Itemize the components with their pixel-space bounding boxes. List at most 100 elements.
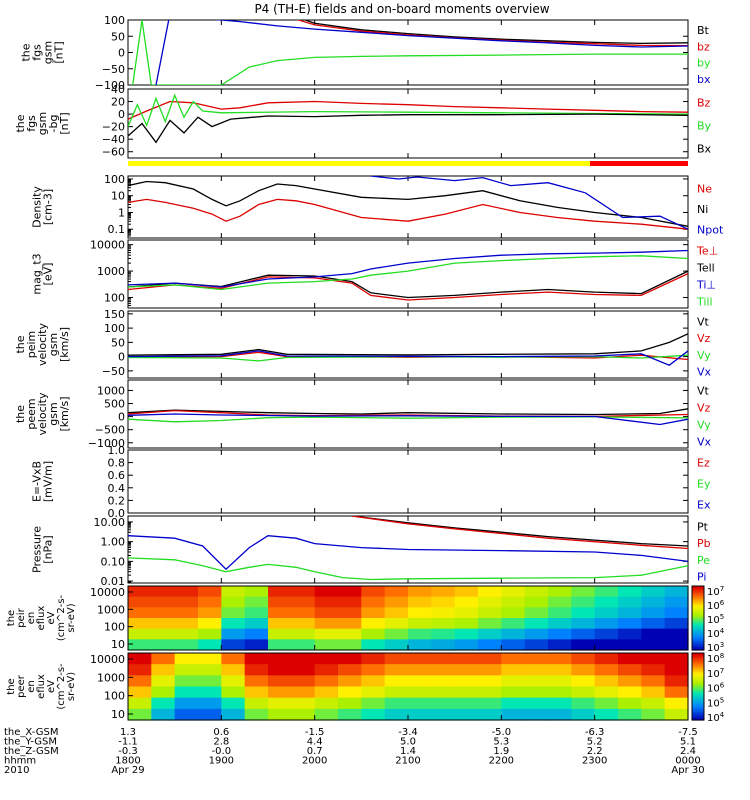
spectrogram-cell (641, 586, 666, 598)
spectrogram-cell (548, 697, 572, 710)
spectrogram-cell (408, 697, 432, 710)
x-tick-label: 2.8 (213, 737, 229, 748)
x-tick-label: 2100 (395, 756, 420, 767)
spectrogram-cell (128, 586, 152, 598)
colorbar-cell (692, 686, 704, 689)
spectrogram-cell (618, 586, 642, 598)
spectrogram-cell (524, 708, 549, 721)
colorbar-cell (692, 701, 704, 704)
spectrogram-cell (618, 607, 642, 619)
spectrogram-cell (641, 697, 666, 710)
spectrogram-cell (431, 686, 456, 699)
spectrogram-cell (384, 618, 409, 630)
x-row-label: the_Z-GSM (4, 746, 59, 757)
spectrogram-cell (408, 664, 432, 676)
legend-entry: Vt (697, 315, 710, 328)
spectrogram-cell (338, 686, 362, 699)
colorbar-cell (692, 704, 704, 708)
spectrogram-cell (338, 708, 362, 721)
spectrogram-cell (618, 639, 642, 651)
x-tick-label: 2000 (302, 756, 327, 767)
colorbar-label: 104 (707, 627, 725, 640)
spectrogram-cell (174, 639, 199, 651)
legend-entry: Ti⊥ (696, 279, 716, 292)
spectrogram-cell (501, 586, 526, 598)
legend-entry: Vy (697, 419, 711, 432)
y-axis-label-line: eflux (36, 606, 47, 631)
y-axis-label-line: en (26, 612, 37, 625)
series-group (128, 249, 688, 301)
y-axis-label-line: gsm (42, 41, 55, 64)
spectrogram-cell (594, 586, 619, 598)
y-axis-label-line: [eV] (42, 263, 55, 286)
colorbar-cell (692, 642, 704, 645)
colorbar-label-exp: 7 (720, 667, 724, 675)
colorbar-cell (692, 711, 704, 714)
spectrogram-cell (268, 675, 292, 688)
spectrogram-cell (384, 697, 409, 710)
spectrogram-cell (664, 596, 689, 608)
spectrogram-cell (244, 708, 269, 721)
colorbar-cell (692, 709, 704, 713)
colorbar-cell (692, 646, 704, 649)
colorbar-cell (692, 673, 704, 676)
spectrogram-cell (548, 708, 572, 721)
series-line-black (128, 408, 688, 416)
spectrogram-cell (361, 607, 386, 619)
spectrogram-cell (198, 586, 222, 598)
spectrogram-cell (128, 697, 152, 710)
spectrogram-cell (361, 596, 386, 608)
y-axis-label-line: eflux (36, 674, 47, 699)
spectrogram-cell (314, 708, 339, 721)
spectrogram-cell (174, 586, 199, 598)
spectrogram-cell (221, 607, 246, 619)
y-axis-label-line: eV (46, 680, 57, 693)
spectrogram-cell (478, 639, 502, 651)
colorbar-cell (692, 627, 704, 630)
spectrogram-cell (268, 586, 292, 598)
spectrogram-cell (174, 628, 199, 640)
y-tick-label: 100 (104, 690, 125, 703)
spectrogram-cell (641, 596, 666, 608)
legend-entry: Ne (697, 182, 712, 195)
y-tick-label: 0.0 (108, 507, 126, 520)
x-tick-label: 2200 (489, 756, 514, 767)
spectrogram-cell (314, 686, 339, 699)
colorbar-cell (692, 589, 704, 592)
colorbar-cell (692, 595, 704, 598)
spectrogram-cell (291, 639, 316, 651)
spectrogram-cell (571, 586, 596, 598)
x-tick-label: -7.5 (678, 727, 698, 738)
spectrogram-cell (548, 596, 572, 608)
spectrogram-cell (548, 628, 572, 640)
colorbar-cell (692, 643, 704, 646)
legend-entry: Bz (697, 97, 711, 110)
spectrogram-cell (314, 675, 339, 688)
series-group (128, 176, 688, 230)
colorbar-cell (692, 634, 704, 637)
y-tick-label: 0 (118, 108, 125, 121)
series-line-blue (128, 535, 688, 571)
colorbar-cell (692, 683, 704, 686)
spectrogram-cell (618, 653, 642, 665)
series-line-green (128, 255, 688, 291)
spectrogram-cell (501, 708, 526, 721)
spectrogram-cell (244, 586, 269, 598)
x-tick-label: 2.4 (680, 746, 696, 757)
x-row-label: 2010 (4, 765, 29, 776)
colorbar-label-base: 10 (707, 654, 720, 665)
colorbar-cell (692, 618, 704, 621)
colorbar-cell (692, 696, 704, 699)
spectrogram-cell (501, 653, 526, 665)
spectrogram-cell (618, 675, 642, 688)
y-tick-label: 10 (111, 638, 125, 651)
spectrogram-cell (618, 697, 642, 710)
spectrogram-cell (221, 653, 246, 665)
colorbar-label-base: 10 (707, 684, 720, 695)
spectrogram-cell (594, 686, 619, 699)
spectrogram-cell (478, 697, 502, 710)
spectrogram-cell (594, 618, 619, 630)
colorbar-cell (692, 622, 704, 625)
spectrogram-cell (314, 628, 339, 640)
colorbar-cell (692, 606, 704, 609)
